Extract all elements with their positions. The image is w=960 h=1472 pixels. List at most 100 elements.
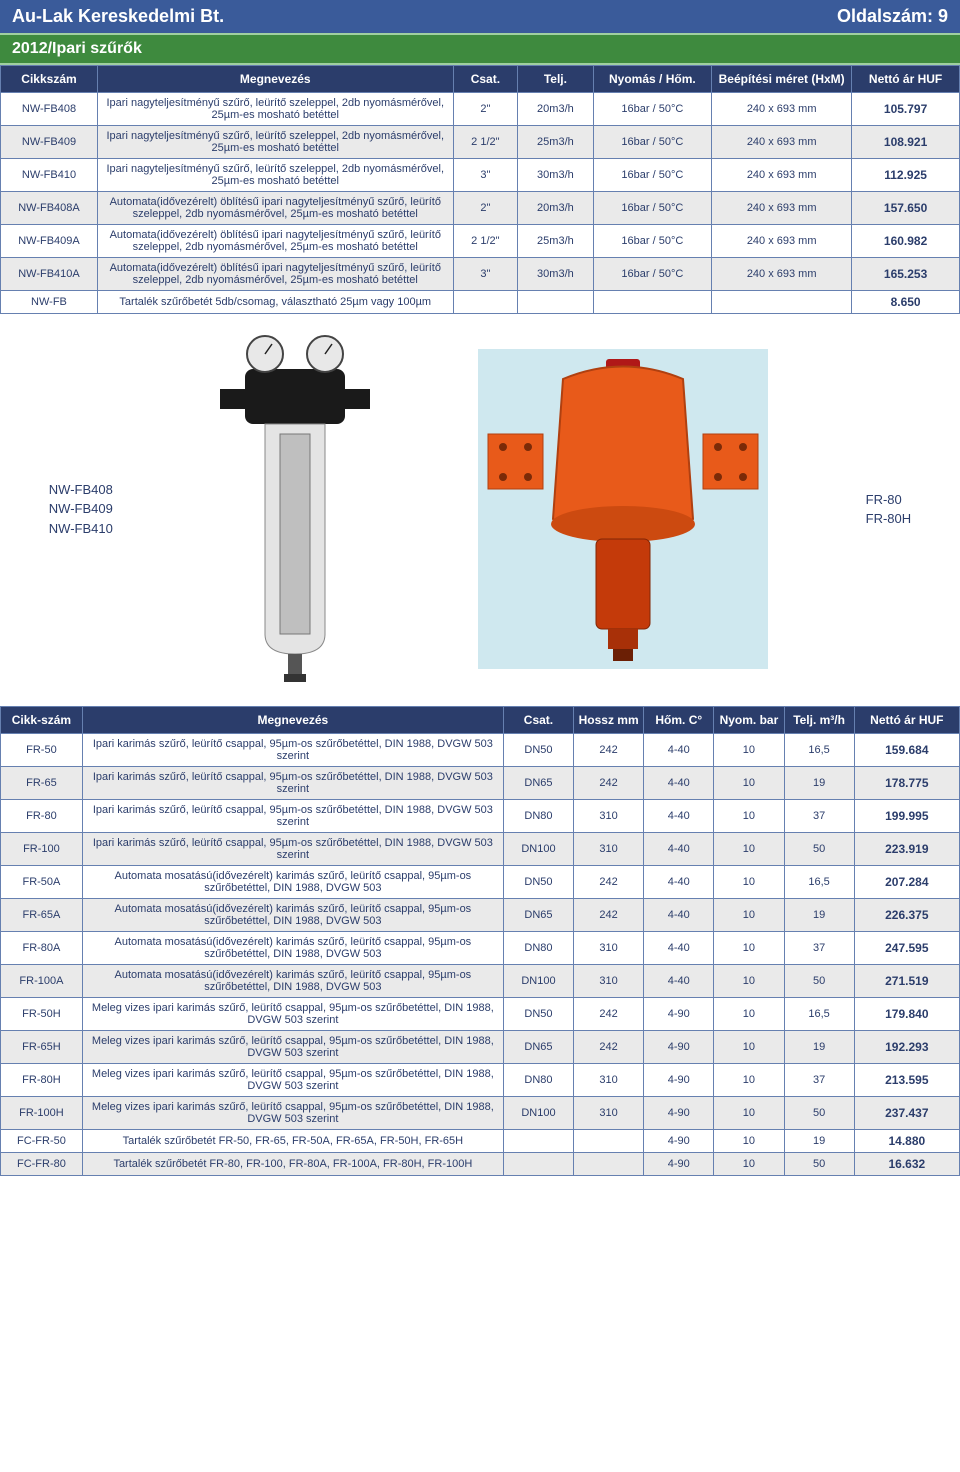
img-label: NW-FB409 <box>49 499 113 519</box>
cell-price: 207.284 <box>854 866 959 899</box>
cell-hossz: 242 <box>574 767 644 800</box>
cell-csat <box>453 291 518 314</box>
cell-desc: Ipari karimás szűrő, leürítő csappal, 95… <box>82 734 503 767</box>
cell-csat: DN65 <box>503 1031 573 1064</box>
cell-desc: Meleg vizes ipari karimás szűrő, leürítő… <box>82 1031 503 1064</box>
cell-csat: DN80 <box>503 1064 573 1097</box>
cell-code: NW-FB410 <box>1 159 98 192</box>
cell-csat: 3" <box>453 159 518 192</box>
table-row: FR-50AAutomata mosatású(idővezérelt) kar… <box>1 866 960 899</box>
img-label: NW-FB410 <box>49 519 113 539</box>
table-row: NW-FB410Ipari nagyteljesítményű szűrő, l… <box>1 159 960 192</box>
cell-csat <box>503 1153 573 1176</box>
cell-price: 112.925 <box>852 159 960 192</box>
th-nyom: Nyomás / Hőm. <box>593 66 712 93</box>
cell-desc: Ipari karimás szűrő, leürítő csappal, 95… <box>82 800 503 833</box>
cell-hom: 4-40 <box>644 932 714 965</box>
product-table-2: Cikk-szám Megnevezés Csat. Hossz mm Hőm.… <box>0 706 960 1176</box>
cell-code: FR-65 <box>1 767 83 800</box>
company-name: Au-Lak Kereskedelmi Bt. <box>12 6 224 27</box>
cell-telj: 16,5 <box>784 734 854 767</box>
table-row: NW-FBTartalék szűrőbetét 5db/csomag, vál… <box>1 291 960 314</box>
cell-nyom: 10 <box>714 1153 784 1176</box>
cell-desc: Ipari karimás szűrő, leürítő csappal, 95… <box>82 767 503 800</box>
page-number: Oldalszám: 9 <box>837 6 948 27</box>
cell-code: FR-80A <box>1 932 83 965</box>
cell-telj: 20m3/h <box>518 93 593 126</box>
table-row: FR-50Ipari karimás szűrő, leürítő csappa… <box>1 734 960 767</box>
cell-nyom: 10 <box>714 866 784 899</box>
table-row: NW-FB408AAutomata(idővezérelt) öblítésű … <box>1 192 960 225</box>
cell-nyom: 10 <box>714 767 784 800</box>
cell-telj: 50 <box>784 965 854 998</box>
cell-meret: 240 x 693 mm <box>712 93 852 126</box>
page-header: Au-Lak Kereskedelmi Bt. Oldalszám: 9 <box>0 0 960 33</box>
cell-desc: Ipari karimás szűrő, leürítő csappal, 95… <box>82 833 503 866</box>
th-price: Nettó ár HUF <box>854 707 959 734</box>
th-csat: Csat. <box>503 707 573 734</box>
cell-telj: 16,5 <box>784 866 854 899</box>
cell-meret: 240 x 693 mm <box>712 258 852 291</box>
img-label: NW-FB408 <box>49 480 113 500</box>
cell-hom: 4-40 <box>644 866 714 899</box>
table-row: FC-FR-50Tartalék szűrőbetét FR-50, FR-65… <box>1 1130 960 1153</box>
cell-csat: 3" <box>453 258 518 291</box>
th-code: Cikkszám <box>1 66 98 93</box>
cell-code: FR-80 <box>1 800 83 833</box>
cell-price: 271.519 <box>854 965 959 998</box>
cell-csat: DN80 <box>503 800 573 833</box>
cell-price: 247.595 <box>854 932 959 965</box>
cell-code: FR-100 <box>1 833 83 866</box>
cell-price: 179.840 <box>854 998 959 1031</box>
cell-csat: DN50 <box>503 866 573 899</box>
cell-code: FR-50 <box>1 734 83 767</box>
th-telj: Telj. <box>518 66 593 93</box>
cell-nyom: 16bar / 50°C <box>593 126 712 159</box>
cell-telj: 19 <box>784 899 854 932</box>
cell-hossz: 310 <box>574 833 644 866</box>
cell-nyom: 10 <box>714 965 784 998</box>
cell-desc: Meleg vizes ipari karimás szűrő, leürítő… <box>82 998 503 1031</box>
cell-csat: DN100 <box>503 965 573 998</box>
th-code: Cikk-szám <box>1 707 83 734</box>
cell-hossz: 310 <box>574 1097 644 1130</box>
cell-price: 213.595 <box>854 1064 959 1097</box>
cell-price: 226.375 <box>854 899 959 932</box>
image-label-left: NW-FB408 NW-FB409 NW-FB410 <box>49 480 113 539</box>
filter-left-icon <box>210 334 380 684</box>
th-hossz: Hossz mm <box>574 707 644 734</box>
cell-csat <box>503 1130 573 1153</box>
cell-telj: 30m3/h <box>518 159 593 192</box>
cell-price: 237.437 <box>854 1097 959 1130</box>
cell-nyom: 16bar / 50°C <box>593 93 712 126</box>
cell-price: 105.797 <box>852 93 960 126</box>
table1-header-row: Cikkszám Megnevezés Csat. Telj. Nyomás /… <box>1 66 960 93</box>
cell-desc: Tartalék szűrőbetét 5db/csomag, választh… <box>97 291 453 314</box>
cell-price: 199.995 <box>854 800 959 833</box>
cell-price: 108.921 <box>852 126 960 159</box>
cell-code: FR-80H <box>1 1064 83 1097</box>
cell-telj <box>518 291 593 314</box>
cell-telj: 19 <box>784 1031 854 1064</box>
product-image-row: NW-FB408 NW-FB409 NW-FB410 <box>0 324 960 694</box>
image-label-right: FR-80 FR-80H <box>866 490 912 529</box>
cell-telj: 37 <box>784 932 854 965</box>
cell-csat: 2" <box>453 93 518 126</box>
cell-meret <box>712 291 852 314</box>
table-row: FR-80Ipari karimás szűrő, leürítő csappa… <box>1 800 960 833</box>
cell-telj: 16,5 <box>784 998 854 1031</box>
table-row: NW-FB409AAutomata(idővezérelt) öblítésű … <box>1 225 960 258</box>
cell-desc: Automata(idővezérelt) öblítésű ipari nag… <box>97 258 453 291</box>
table-row: NW-FB408Ipari nagyteljesítményű szűrő, l… <box>1 93 960 126</box>
cell-hossz: 242 <box>574 1031 644 1064</box>
cell-desc: Automata(idővezérelt) öblítésű ipari nag… <box>97 192 453 225</box>
table-row: FR-50HMeleg vizes ipari karimás szűrő, l… <box>1 998 960 1031</box>
th-csat: Csat. <box>453 66 518 93</box>
cell-price: 160.982 <box>852 225 960 258</box>
cell-meret: 240 x 693 mm <box>712 159 852 192</box>
cell-meret: 240 x 693 mm <box>712 225 852 258</box>
cell-hossz: 310 <box>574 1064 644 1097</box>
cell-nyom: 10 <box>714 998 784 1031</box>
cell-hossz: 310 <box>574 932 644 965</box>
cell-code: FR-100A <box>1 965 83 998</box>
